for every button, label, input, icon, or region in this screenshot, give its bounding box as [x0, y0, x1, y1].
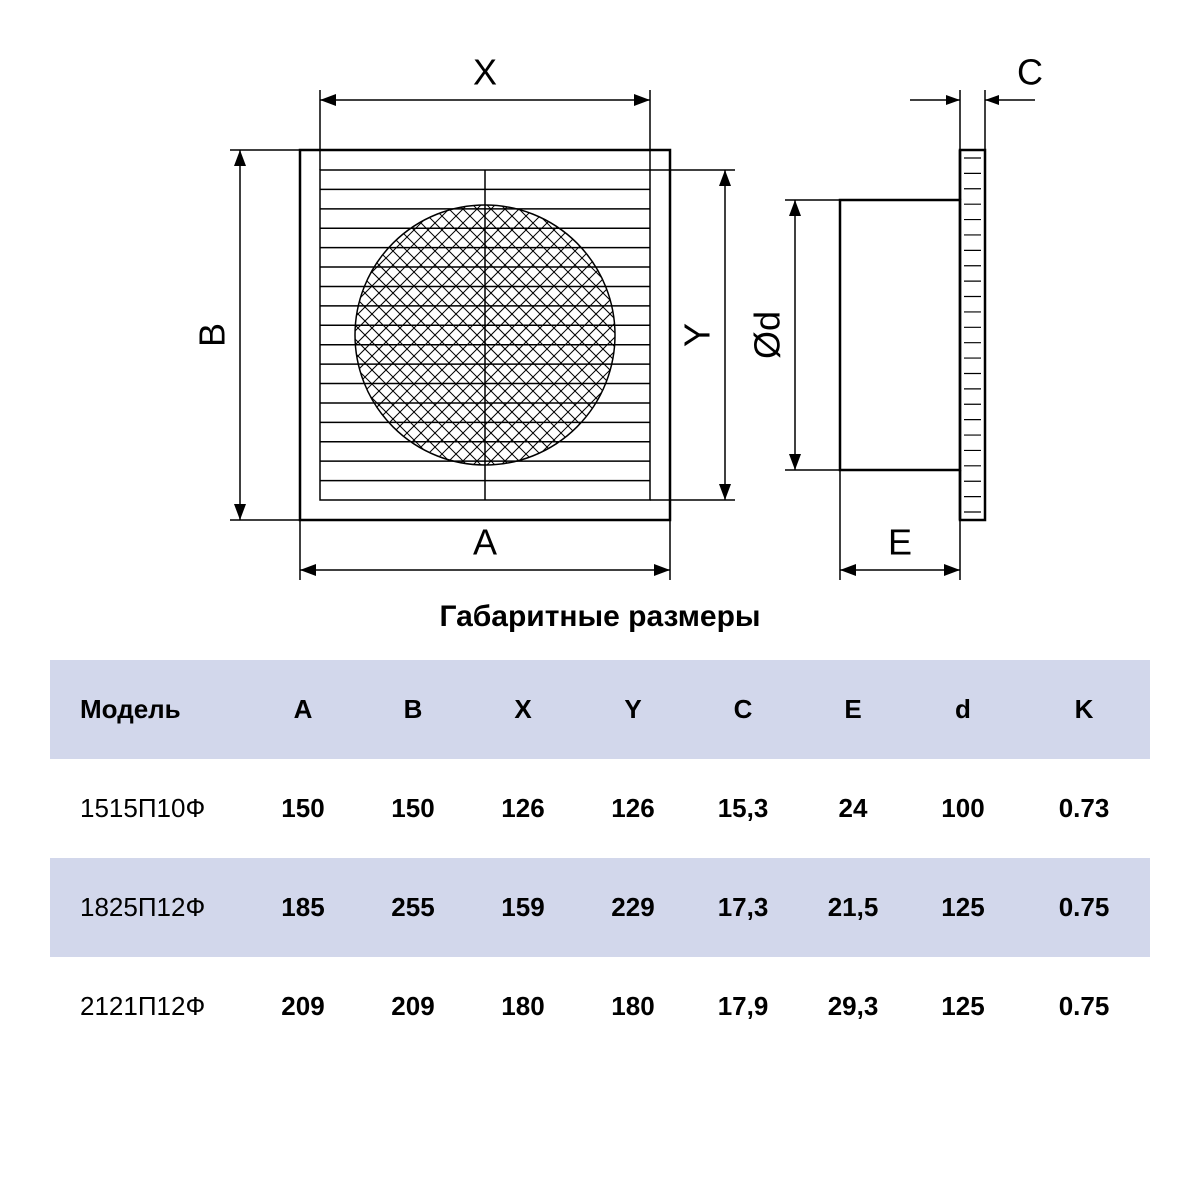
value-cell: 17,9 [688, 957, 798, 1056]
value-cell: 126 [578, 759, 688, 858]
value-cell: 125 [908, 957, 1018, 1056]
table-row: 2121П12Ф20920918018017,929,31250.75 [50, 957, 1150, 1056]
value-cell: 100 [908, 759, 1018, 858]
svg-text:X: X [473, 52, 497, 93]
col-header: d [908, 660, 1018, 759]
svg-text:Y: Y [677, 323, 718, 347]
col-header: B [358, 660, 468, 759]
value-cell: 229 [578, 858, 688, 957]
value-cell: 24 [798, 759, 908, 858]
value-cell: 255 [358, 858, 468, 957]
value-cell: 209 [248, 957, 358, 1056]
svg-text:E: E [888, 522, 912, 563]
col-header: E [798, 660, 908, 759]
value-cell: 150 [358, 759, 468, 858]
col-header: Y [578, 660, 688, 759]
col-header: K [1018, 660, 1150, 759]
table-body: 1515П10Ф15015012612615,3241000.731825П12… [50, 759, 1150, 1056]
value-cell: 185 [248, 858, 358, 957]
svg-text:C: C [1017, 52, 1043, 93]
col-header: C [688, 660, 798, 759]
value-cell: 21,5 [798, 858, 908, 957]
value-cell: 17,3 [688, 858, 798, 957]
value-cell: 15,3 [688, 759, 798, 858]
col-header: A [248, 660, 358, 759]
svg-text:A: A [473, 522, 497, 563]
dimensions-table: МодельABXYCEdK 1515П10Ф15015012612615,32… [50, 660, 1150, 1056]
table-caption: Габаритные размеры [0, 600, 1200, 634]
value-cell: 0.73 [1018, 759, 1150, 858]
svg-text:B: B [192, 323, 233, 347]
dimensions-table-wrapper: МодельABXYCEdK 1515П10Ф15015012612615,32… [50, 660, 1150, 1056]
table-row: 1825П12Ф18525515922917,321,51250.75 [50, 858, 1150, 957]
table-row: 1515П10Ф15015012612615,3241000.73 [50, 759, 1150, 858]
model-cell: 1515П10Ф [50, 759, 248, 858]
table-header: МодельABXYCEdK [50, 660, 1150, 759]
value-cell: 126 [468, 759, 578, 858]
value-cell: 180 [468, 957, 578, 1056]
model-cell: 1825П12Ф [50, 858, 248, 957]
col-header: Модель [50, 660, 248, 759]
value-cell: 150 [248, 759, 358, 858]
value-cell: 209 [358, 957, 468, 1056]
value-cell: 180 [578, 957, 688, 1056]
value-cell: 159 [468, 858, 578, 957]
value-cell: 0.75 [1018, 957, 1150, 1056]
value-cell: 125 [908, 858, 1018, 957]
model-cell: 2121П12Ф [50, 957, 248, 1056]
diagram-svg: X A B Y Ød C E [100, 50, 1100, 580]
value-cell: 0.75 [1018, 858, 1150, 957]
svg-text:Ød: Ød [747, 311, 788, 359]
header-row: МодельABXYCEdK [50, 660, 1150, 759]
col-header: X [468, 660, 578, 759]
technical-diagram: X A B Y Ød C E [100, 50, 1100, 580]
value-cell: 29,3 [798, 957, 908, 1056]
